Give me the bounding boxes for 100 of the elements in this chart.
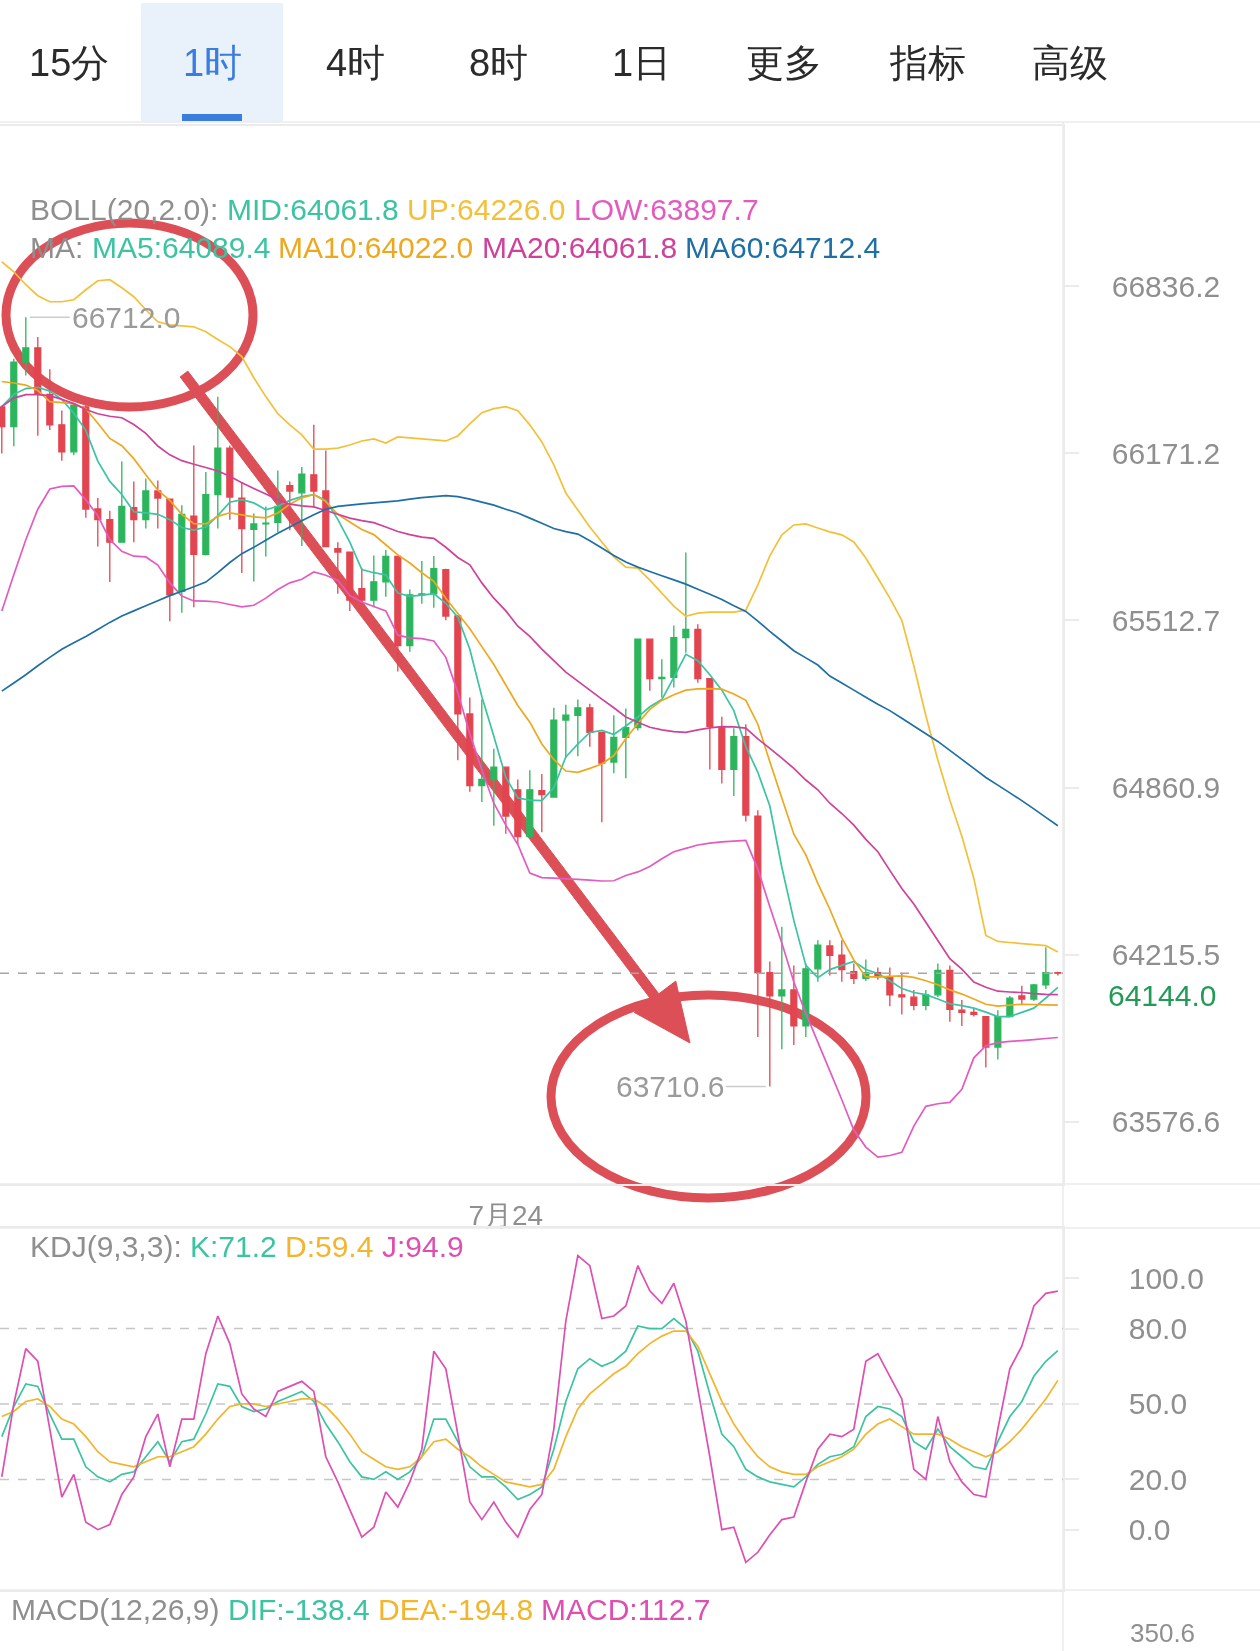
candlestick [838, 939, 846, 983]
candlestick [910, 989, 918, 1011]
category-label: DIF:-138.4 [228, 1593, 370, 1626]
candlestick [490, 748, 498, 827]
candlestick [1042, 946, 1050, 990]
y-tick-label: 66836.2 [1111, 269, 1221, 303]
candlestick [766, 960, 774, 1088]
y-tick-label: 65512.7 [1111, 603, 1221, 637]
text: MA60:64712.4 [685, 231, 881, 264]
candlestick [898, 972, 906, 1016]
candlestick [454, 615, 462, 761]
candlestick [682, 551, 690, 654]
candlestick [466, 696, 474, 793]
candlestick [622, 707, 630, 779]
candlestick [130, 480, 138, 543]
legend-label: MID:64061.8 [227, 193, 399, 226]
candlestick [814, 939, 822, 983]
candlestick [550, 707, 558, 798]
category-label: MACD:112.7 [541, 1593, 711, 1626]
candlestick [502, 766, 510, 835]
text: D:59.4 [285, 1230, 374, 1263]
candlestick [658, 658, 666, 699]
candlestick [382, 549, 390, 598]
candlestick [694, 623, 702, 684]
text: MA20:64061.8 [482, 231, 678, 264]
candlestick [394, 555, 402, 673]
candlestick [238, 481, 246, 574]
text: 64144.0 [1108, 979, 1217, 1012]
candlestick [526, 769, 534, 839]
candlestick [586, 703, 594, 748]
category-label: 4时 [326, 42, 386, 84]
candlestick [34, 336, 42, 437]
y-tick-label: 63576.6 [1111, 1105, 1221, 1139]
candlestick [322, 449, 330, 548]
candlestick [58, 409, 66, 462]
candlestick [646, 637, 654, 692]
candlestick [670, 624, 678, 689]
candlestick [214, 396, 222, 530]
candlestick [262, 505, 270, 558]
text: LOW:63897.7 [574, 193, 759, 226]
y-tick-label: 50.0 [1128, 1387, 1188, 1421]
text: 350.6 [1130, 1618, 1196, 1648]
candlestick [826, 939, 834, 977]
candlestick [634, 637, 642, 732]
category-label: 高级 [1032, 42, 1108, 84]
category-label: 指标 [889, 42, 966, 84]
line-series [0, 494, 1059, 827]
candlestick [406, 588, 414, 653]
candlestick [1054, 971, 1062, 977]
candlestick [574, 698, 582, 757]
candlestick [730, 727, 738, 797]
category-label: 1时 [183, 42, 243, 84]
category-label: 1日 [612, 42, 672, 84]
candlestick [598, 731, 606, 823]
candlestick [562, 704, 570, 759]
candlestick [358, 567, 366, 605]
candlestick [178, 504, 186, 614]
text: MACD(12,26,9) [11, 1593, 220, 1626]
candlestick [418, 560, 426, 605]
y-tick-label: 0.0 [1128, 1513, 1171, 1547]
candlestick [166, 498, 174, 623]
text: MA10:64022.0 [278, 231, 474, 264]
candlestick [718, 716, 726, 785]
y-tick-label: 64215.5 [1111, 938, 1221, 972]
candlestick [538, 773, 546, 834]
candlestick [982, 1015, 990, 1069]
candlestick [742, 723, 750, 823]
candlestick [790, 964, 798, 1046]
candlestick [298, 466, 306, 547]
candlestick [478, 698, 486, 803]
candlestick [370, 554, 378, 608]
candlestick [310, 424, 318, 508]
y-tick-label: 20.0 [1128, 1462, 1188, 1496]
category-label: 更多 [746, 42, 822, 84]
candlestick [1018, 985, 1026, 1005]
line-series [0, 485, 1059, 1158]
candlestick [334, 541, 342, 595]
candlestick [226, 444, 234, 521]
category-label: 8时 [469, 42, 529, 84]
candlestick [346, 551, 354, 612]
annotation: KDJ(9,3,3): [30, 1230, 182, 1263]
candlestick [706, 677, 714, 771]
candlestick [946, 964, 954, 1023]
text: J:94.9 [382, 1230, 464, 1263]
candlestick [286, 480, 294, 531]
annotation: BOLL(20,2.0): [30, 193, 219, 226]
text: K:71.2 [190, 1230, 277, 1263]
y-tick-label: 100.0 [1128, 1261, 1204, 1295]
category-label: DEA:-194.8 [378, 1593, 534, 1626]
candlestick [106, 510, 114, 583]
candlestick [202, 471, 210, 557]
y-tick-label: 64860.9 [1111, 771, 1221, 804]
candlestick [22, 316, 30, 377]
candlestick [142, 477, 150, 530]
candlestick [154, 479, 162, 530]
line-series [0, 260, 1059, 953]
y-tick-label: 66171.2 [1111, 436, 1221, 470]
candlestick [0, 405, 6, 455]
y-tick-label: 80.0 [1128, 1312, 1188, 1346]
candlestick [778, 926, 786, 1050]
